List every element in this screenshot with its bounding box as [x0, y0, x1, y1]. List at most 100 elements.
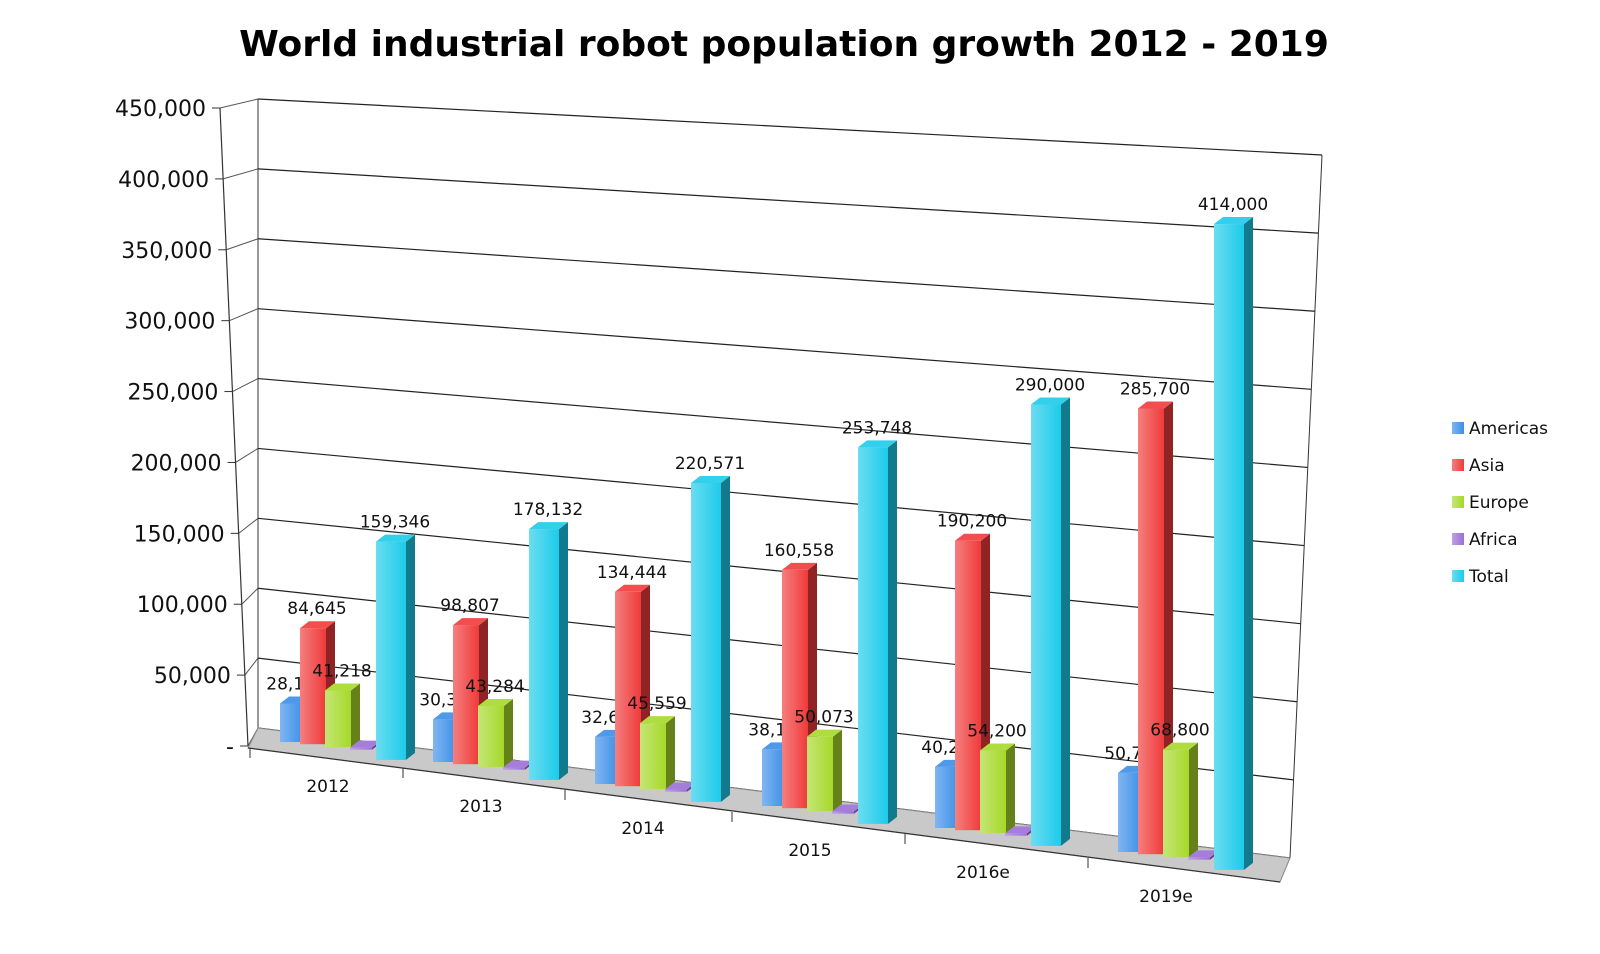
- bar-front: [376, 541, 406, 760]
- bar-top: [691, 475, 730, 483]
- bar-top: [980, 743, 1015, 751]
- data-label: 45,559: [627, 694, 686, 714]
- bar-side: [721, 475, 730, 802]
- legend-swatch-africa: [1452, 533, 1464, 545]
- gridline: [257, 517, 1301, 625]
- bar-front: [1214, 224, 1244, 870]
- bar-front: [807, 736, 833, 811]
- data-label: 178,132: [513, 500, 583, 520]
- x-axis-labels: 2012 2013 2014 2015 2016e 2019e: [249, 748, 1193, 907]
- bar-side: [1244, 217, 1253, 870]
- data-label: 220,571: [675, 454, 745, 474]
- bar-total-2012: [376, 534, 415, 760]
- gridlines: [219, 98, 1323, 859]
- gridline: [257, 587, 1298, 703]
- bar-top: [665, 782, 696, 790]
- bar-side: [833, 729, 842, 811]
- data-label: 160,558: [764, 541, 834, 561]
- bar-top: [453, 618, 488, 626]
- bar-top: [807, 729, 842, 737]
- legend-swatch-americas: [1452, 422, 1464, 434]
- bar-side: [888, 440, 897, 824]
- bar-front: [955, 540, 981, 831]
- data-label: 414,000: [1198, 195, 1268, 215]
- data-label: 41,218: [312, 661, 371, 681]
- data-label: 98,807: [440, 596, 499, 616]
- y-tick-label: 250,000: [127, 381, 218, 406]
- bar-top: [350, 740, 381, 748]
- bar-total-2014: [691, 475, 730, 802]
- bar-front: [858, 447, 888, 824]
- bar-side: [1189, 742, 1198, 857]
- bar-top: [1138, 401, 1173, 409]
- data-label: 43,284: [465, 677, 524, 697]
- bar-top: [503, 760, 534, 768]
- bar-front: [665, 789, 687, 792]
- gridline-side: [226, 238, 259, 251]
- y-tick-label: 200,000: [131, 451, 222, 476]
- gridline: [257, 447, 1305, 547]
- bar-europe-2014: [640, 716, 675, 789]
- bar-top: [858, 440, 897, 448]
- bar-top: [782, 562, 817, 570]
- y-axis: - 50,000 100,000 150,000 200,000 250,000 300,0…: [115, 97, 1323, 859]
- bar-front: [615, 591, 641, 787]
- bar-front: [453, 625, 479, 765]
- gridline: [257, 377, 1308, 469]
- gridline-side: [222, 168, 259, 180]
- y-axis-line: [219, 107, 249, 747]
- bar-front: [1005, 833, 1027, 836]
- bar-total-2016e: [1031, 397, 1070, 846]
- bar-front: [832, 811, 854, 814]
- legend-label: Africa: [1469, 530, 1518, 550]
- x-tick-label: 2019e: [1139, 887, 1193, 907]
- y-tick-label: -: [226, 735, 234, 760]
- x-tick-label: 2014: [621, 819, 664, 839]
- gridline: [257, 98, 1323, 156]
- bar-top: [1188, 850, 1219, 858]
- bar-front: [782, 569, 808, 809]
- data-label: 253,748: [842, 418, 912, 438]
- x-tick-label: 2015: [788, 841, 831, 861]
- bar-front: [325, 690, 351, 747]
- bar-side: [1006, 743, 1015, 833]
- bar-top: [640, 716, 675, 724]
- bar-front: [300, 628, 326, 745]
- gridline-side: [219, 98, 259, 109]
- data-label: 50,073: [794, 708, 853, 728]
- y-tick-label: 400,000: [118, 168, 209, 193]
- y-tick-label: 50,000: [154, 664, 231, 689]
- bar-asia-2016e: [955, 533, 990, 831]
- bar-total-2019e: [1214, 217, 1253, 870]
- y-tick-label: 100,000: [137, 593, 228, 618]
- bar-top: [478, 699, 513, 707]
- y-tick-label: 350,000: [121, 239, 212, 264]
- bar-front: [691, 482, 721, 802]
- legend: Americas Asia Europe Africa Total: [1452, 419, 1548, 587]
- bar-europe-2016e: [980, 743, 1015, 833]
- gridline-side: [232, 378, 259, 393]
- bar-asia-2019e: [1138, 401, 1173, 855]
- gridline-side: [229, 308, 259, 322]
- bar-top: [376, 534, 415, 542]
- bar-top: [300, 621, 335, 629]
- right-wall-edge: [1289, 154, 1323, 859]
- x-tick-label: 2016e: [956, 863, 1010, 883]
- bar-front: [980, 750, 1006, 833]
- legend-label: Europe: [1469, 493, 1529, 513]
- bar-top: [1031, 397, 1070, 405]
- bar-front: [529, 529, 559, 780]
- bar-top: [955, 533, 990, 541]
- bars: 28,13784,64541,218159,34630,31798,80743,…: [266, 195, 1268, 870]
- bar-europe-2019e: [1163, 742, 1198, 857]
- gridline: [257, 238, 1315, 312]
- data-label: 190,200: [937, 512, 1007, 532]
- bar-front: [350, 747, 372, 750]
- bar-front: [503, 767, 525, 770]
- bar-side: [559, 522, 568, 780]
- gridline: [257, 657, 1294, 781]
- y-tick-label: 450,000: [115, 97, 206, 122]
- bar-side: [666, 716, 675, 789]
- bar-front: [640, 723, 666, 789]
- legend-swatch-asia: [1452, 459, 1464, 471]
